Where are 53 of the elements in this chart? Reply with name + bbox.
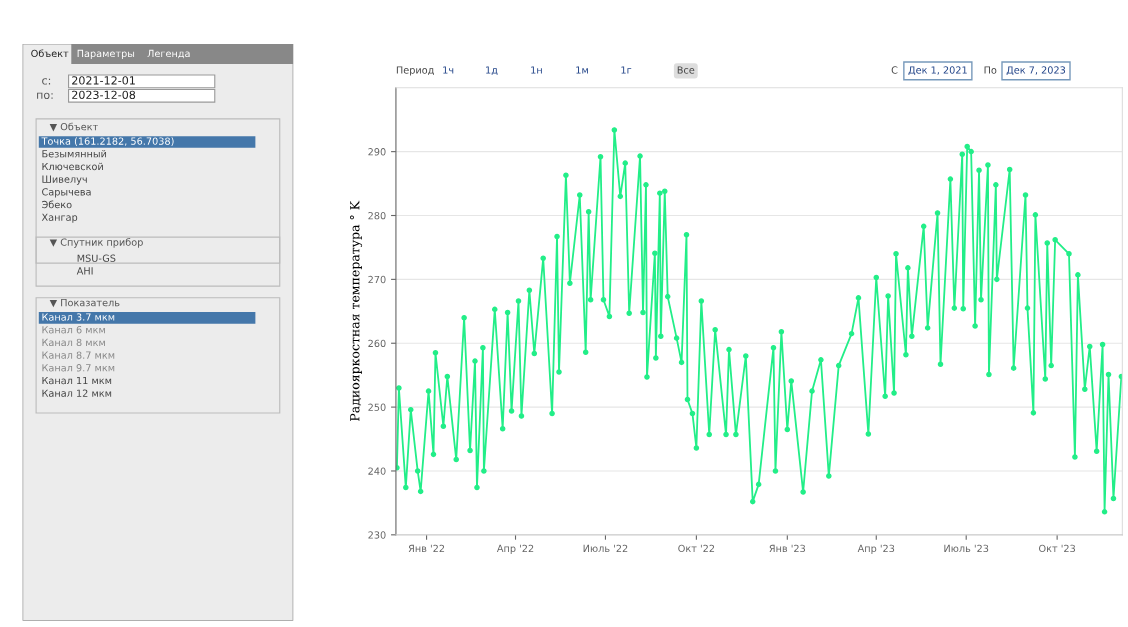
x-tick-label: Окт '22 — [678, 544, 715, 553]
text: Объект — [31, 49, 69, 58]
text: ▼ Объект — [49, 122, 98, 132]
text: Безымянный — [42, 149, 107, 158]
text: 1ч — [443, 66, 454, 74]
y-tick-label: 230 — [368, 531, 386, 539]
x-tick-label: Янв '22 — [408, 544, 445, 552]
text: MSU-GS — [77, 254, 116, 262]
text: ▼ Показатель — [49, 299, 120, 308]
text: Параметры — [77, 49, 135, 59]
text: Канал 8.7 мкм — [42, 351, 115, 359]
text: Дек 1, 2021 — [908, 66, 967, 76]
text: 1н — [531, 66, 542, 74]
x-tick-label: Янв '23 — [769, 544, 806, 553]
text: Эбеко — [42, 200, 72, 209]
y-tick-label: 290 — [368, 148, 386, 156]
text: Легенда — [147, 49, 190, 59]
y-tick-label: 240 — [368, 467, 386, 475]
x-tick-label: Апр '23 — [857, 544, 895, 554]
text: 1д — [486, 66, 498, 75]
text: Ключевской — [42, 162, 103, 171]
text: Шивелуч — [42, 175, 87, 185]
text: Все — [677, 66, 695, 74]
text: Дек 7, 2023 — [1006, 66, 1066, 76]
text: с: — [42, 78, 51, 85]
text: По — [984, 66, 997, 74]
text: Сарычева — [42, 188, 91, 198]
x-tick-label: Апр '22 — [496, 544, 534, 554]
x-tick-label: Июль '22 — [583, 544, 628, 553]
text: Канал 6 мкм — [42, 326, 105, 334]
text: Канал 9.7 мкм — [42, 364, 115, 372]
text: Канал 12 мкм — [42, 389, 112, 397]
y-tick-label: 280 — [368, 211, 386, 220]
text: Канал 11 мкм — [42, 376, 112, 385]
y-tick-label: 260 — [368, 339, 386, 348]
text: Точка (161.2182, 56.7038) — [41, 137, 174, 146]
x-tick-label: Июль '23 — [944, 544, 989, 553]
text: 2023-12-08 — [72, 90, 136, 100]
text: Канал 3.7 мкм — [42, 313, 115, 321]
text: С — [891, 66, 898, 74]
y-axis-title: Радиояркостная температура ° K — [350, 200, 363, 421]
text: 1г — [621, 66, 632, 74]
text: по: — [37, 92, 53, 100]
x-tick-label: Окт '23 — [1039, 544, 1076, 553]
text: 2021-12-01 — [72, 76, 135, 85]
text: ▼ Спутник прибор — [49, 238, 143, 248]
text: AHI — [76, 267, 93, 275]
text: 1м — [576, 66, 588, 74]
y-tick-label: 250 — [368, 403, 386, 411]
y-tick-label: 270 — [368, 275, 386, 284]
text: Период — [396, 66, 434, 76]
text: Хангар — [41, 213, 78, 223]
text: Канал 8 мкм — [42, 338, 105, 347]
